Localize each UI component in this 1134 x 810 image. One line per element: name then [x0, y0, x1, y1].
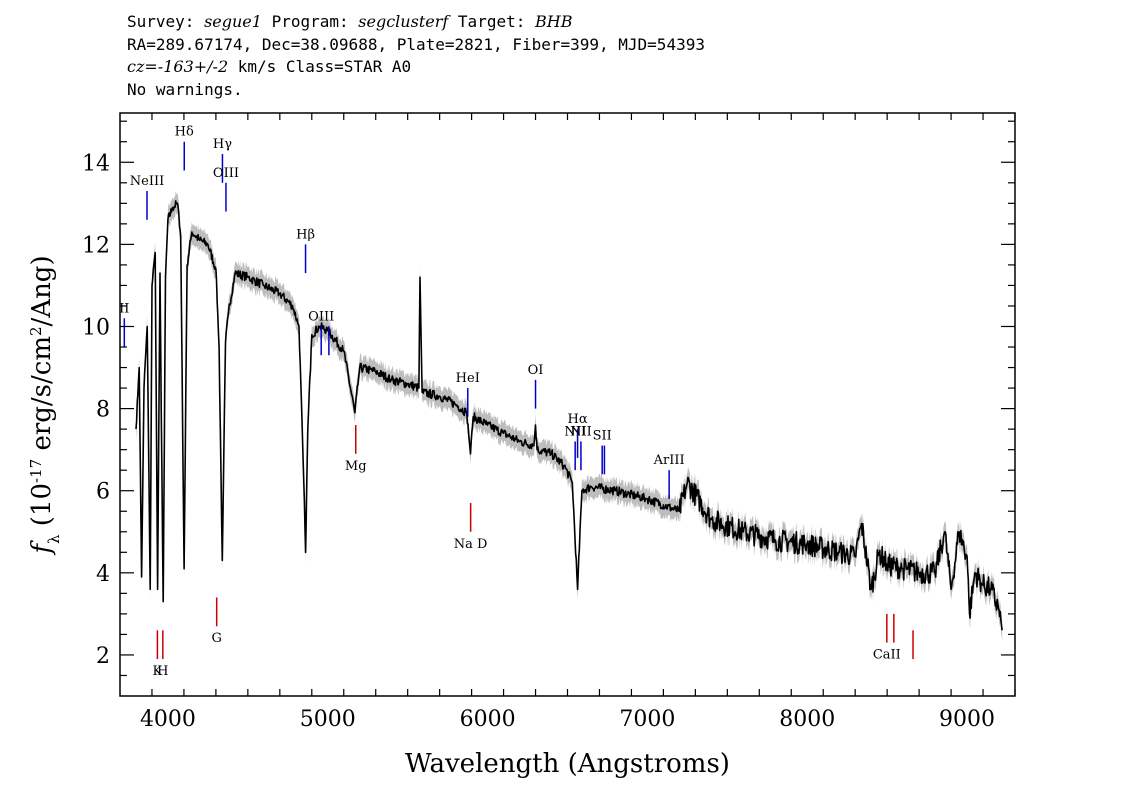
target-label: Target: — [457, 12, 526, 31]
line-marker-label: SII — [593, 429, 612, 444]
y-tick-label: 10 — [82, 315, 110, 340]
spectrum-layer — [135, 200, 1003, 631]
x-tick-label: 6000 — [460, 707, 516, 732]
x-tick-label: 8000 — [779, 707, 835, 732]
survey-label: Survey: — [127, 12, 195, 31]
survey-value: segue1 — [204, 12, 262, 31]
plot-frame — [119, 112, 1016, 697]
x-tick-label: 5000 — [300, 707, 356, 732]
line-marker-label: NII — [570, 424, 592, 439]
y-tick-label: 6 — [96, 480, 110, 505]
header-survey-row: Survey: segue1 Program: segclusterf Targ… — [127, 11, 705, 34]
line-marker-label: ArIII — [653, 453, 685, 468]
line-marker-label: Hδ — [175, 125, 194, 140]
axes-layer: 4000 5000 6000 7000 8000 9000 2 4 6 8 10 12 14 — [82, 112, 1016, 732]
line-marker-label: OIII — [308, 309, 334, 324]
line-marker-label: Hα — [568, 412, 588, 427]
line-marker-label: Hβ — [296, 227, 315, 242]
spectrum-line — [135, 200, 1003, 631]
error-band-layer — [136, 190, 1003, 641]
header-coords-row: RA=289.67174, Dec=38.09688, Plate=2821, … — [127, 34, 705, 54]
line-marker-label: H — [157, 664, 168, 679]
line-marker-label: K — [153, 664, 163, 679]
y-tick-label: 14 — [82, 151, 110, 176]
target-value: BHB — [535, 12, 573, 31]
x-tick-label: 9000 — [939, 707, 995, 732]
line-marker-label: OI — [528, 363, 544, 378]
line-marker-label: Hγ — [213, 137, 232, 152]
x-tick-label: 7000 — [619, 707, 675, 732]
header-redshift-row: cz=-163+/-2 km/s Class=STAR A0 — [127, 56, 705, 79]
line-marker-label: CaII — [873, 648, 901, 663]
class-text: km/s Class=STAR A0 — [228, 57, 412, 76]
line-marker-label: G — [211, 631, 221, 646]
y-tick-label: 12 — [82, 233, 110, 258]
line-marker-label: NII — [564, 424, 586, 439]
header-warnings-row: No warnings. — [127, 79, 243, 99]
x-tick-label: 4000 — [140, 707, 196, 732]
line-marker-label: HeI — [456, 371, 480, 386]
line-marker-label: Na D — [454, 537, 488, 552]
x-axis-title: Wavelength (Angstroms) — [405, 749, 730, 779]
error-band — [136, 190, 1003, 641]
line-marker-label: Mg — [345, 459, 367, 474]
line-marker-label: II — [119, 301, 129, 316]
program-value: segclusterf — [358, 12, 449, 31]
y-axis-title: fλ (10-17 erg/s/cm2/Ang) — [27, 255, 63, 555]
spectrum-header: Survey: segue1 Program: segclusterf Targ… — [127, 11, 705, 101]
y-tick-label: 4 — [96, 562, 110, 587]
line-marker-label: NeIII — [130, 174, 164, 189]
y-tick-label: 8 — [96, 398, 110, 423]
cz-value: cz=-163+/-2 — [127, 57, 229, 76]
program-label: Program: — [271, 12, 349, 31]
y-tick-label: 2 — [96, 644, 110, 669]
line-marker-label: OIII — [213, 166, 239, 181]
